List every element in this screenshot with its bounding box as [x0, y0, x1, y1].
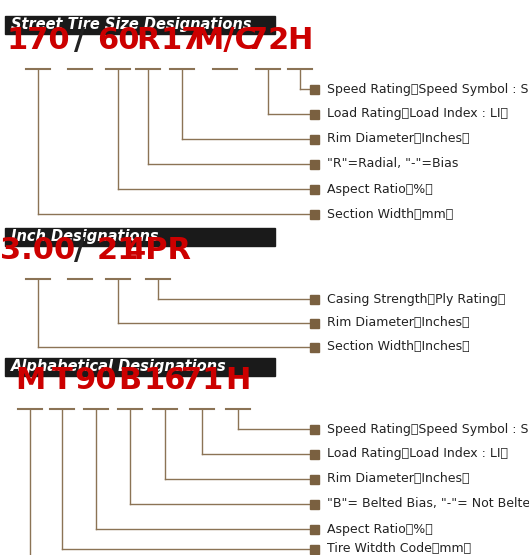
Bar	[310, 84, 319, 93]
Text: Section Width（Inches）: Section Width（Inches）	[327, 341, 470, 354]
Bar	[310, 342, 319, 351]
Text: Load Rating（Load Index : LI）: Load Rating（Load Index : LI）	[327, 447, 508, 461]
Text: "R"=Radial, "-"=Bias: "R"=Radial, "-"=Bias	[327, 158, 458, 170]
Text: 3.00: 3.00	[1, 236, 76, 265]
Text: Aspect Ratio（%）: Aspect Ratio（%）	[327, 183, 433, 195]
Text: H: H	[287, 26, 313, 55]
Text: Rim Diameter（Inches）: Rim Diameter（Inches）	[327, 133, 470, 145]
Text: Aspect Ratio（%）: Aspect Ratio（%）	[327, 522, 433, 536]
Text: H: H	[225, 366, 251, 395]
Text: T: T	[52, 366, 72, 395]
Bar	[310, 475, 319, 483]
Bar	[310, 450, 319, 458]
Bar	[310, 524, 319, 533]
Text: Casing Strength（Ply Rating）: Casing Strength（Ply Rating）	[327, 292, 505, 305]
Bar	[310, 544, 319, 553]
Text: 21: 21	[97, 236, 139, 265]
Text: Rim Diameter（Inches）: Rim Diameter（Inches）	[327, 472, 470, 486]
Text: Section Width（mm）: Section Width（mm）	[327, 208, 453, 220]
Text: Speed Rating（Speed Symbol : SS）: Speed Rating（Speed Symbol : SS）	[327, 83, 529, 95]
Text: 4PR: 4PR	[124, 236, 191, 265]
Bar	[310, 109, 319, 119]
Text: M: M	[15, 366, 45, 395]
Text: 170: 170	[6, 26, 70, 55]
Text: /: /	[75, 26, 86, 55]
Bar	[310, 159, 319, 169]
Text: Speed Rating（Speed Symbol : SS）: Speed Rating（Speed Symbol : SS）	[327, 422, 529, 436]
Text: /: /	[75, 236, 86, 265]
Bar	[5, 358, 275, 376]
Bar	[310, 295, 319, 304]
Bar	[310, 184, 319, 194]
Text: 71: 71	[181, 366, 223, 395]
Text: Rim Diameter（Inches）: Rim Diameter（Inches）	[327, 316, 470, 330]
Text: 72: 72	[247, 26, 289, 55]
Text: Load Rating（Load Index : LI）: Load Rating（Load Index : LI）	[327, 108, 508, 120]
Text: Tire Witdth Code（mm）: Tire Witdth Code（mm）	[327, 542, 471, 555]
Bar	[310, 425, 319, 433]
Text: 17: 17	[161, 26, 203, 55]
Text: 60: 60	[97, 26, 139, 55]
Text: M/C: M/C	[193, 26, 257, 55]
Bar	[5, 228, 275, 246]
Text: B: B	[118, 366, 142, 395]
Text: "B"= Belted Bias, "-"= Not Belted Bias: "B"= Belted Bias, "-"= Not Belted Bias	[327, 497, 529, 511]
Text: 16: 16	[144, 366, 186, 395]
Bar	[310, 500, 319, 508]
Text: 90: 90	[75, 366, 117, 395]
Text: Alphabetical Designations: Alphabetical Designations	[11, 360, 227, 375]
Bar	[310, 209, 319, 219]
Bar	[310, 319, 319, 327]
Text: Inch Designations: Inch Designations	[11, 230, 159, 245]
Text: R: R	[136, 26, 160, 55]
Bar	[5, 16, 275, 34]
Bar	[310, 134, 319, 144]
Text: Street Tire Size Designations: Street Tire Size Designations	[11, 18, 251, 33]
